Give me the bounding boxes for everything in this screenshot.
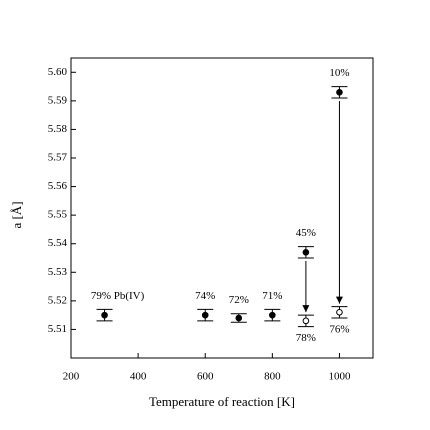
y-tick-label: 5.55 [48,209,68,221]
x-tick-label: 400 [130,371,147,383]
point [101,311,108,319]
point [269,311,276,319]
point-label: 72% [229,294,249,306]
point [235,314,243,322]
x-tick-label: 1000 [328,371,351,383]
x-tick-label: 600 [197,371,214,383]
y-tick-label: 5.51 [48,323,67,335]
plot-frame [70,57,374,359]
point [302,317,310,325]
y-tick-label: 5.52 [48,294,67,306]
x-tick-label: 200 [63,371,80,383]
point-label: 71% [262,290,282,302]
y-tick-label: 5.60 [48,66,68,78]
y-tick-label: 5.53 [48,266,68,278]
point-label: 78% [296,332,316,344]
point [302,248,310,256]
point-label: 76% [329,324,349,336]
x-axis-label: Temperature of reaction [K] [149,394,295,409]
y-tick-label: 5.57 [48,152,68,164]
point [336,88,343,96]
point-label: 79% Pb(IV) [91,290,145,302]
y-tick-label: 5.56 [48,180,68,192]
point-label: 74% [195,290,215,302]
y-axis-label: a [Å] [9,201,24,228]
y-tick-label: 5.54 [48,237,68,249]
y-tick-label: 5.58 [48,123,68,135]
point [336,308,343,316]
point-label: 10% [329,67,349,79]
point-label: 45% [296,227,316,239]
y-tick-label: 5.59 [48,94,68,106]
x-tick-label: 800 [264,371,281,383]
point [201,311,209,319]
